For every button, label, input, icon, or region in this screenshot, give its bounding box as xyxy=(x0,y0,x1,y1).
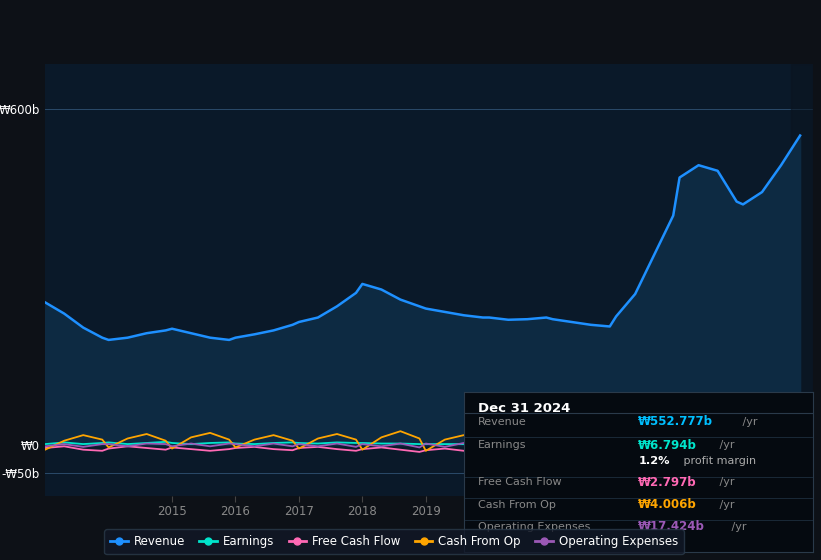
Text: ₩2.797b: ₩2.797b xyxy=(639,475,697,489)
Text: ₩17.424b: ₩17.424b xyxy=(639,520,705,533)
Text: Earnings: Earnings xyxy=(478,441,526,450)
Text: Revenue: Revenue xyxy=(478,417,526,427)
Text: Dec 31 2024: Dec 31 2024 xyxy=(478,402,571,414)
Text: ₩6.794b: ₩6.794b xyxy=(639,439,697,452)
Text: /yr: /yr xyxy=(739,417,757,427)
Text: /yr: /yr xyxy=(717,500,735,510)
Text: Operating Expenses: Operating Expenses xyxy=(478,522,590,532)
Text: 1.2%: 1.2% xyxy=(639,456,670,466)
Text: profit margin: profit margin xyxy=(680,456,756,466)
Legend: Revenue, Earnings, Free Cash Flow, Cash From Op, Operating Expenses: Revenue, Earnings, Free Cash Flow, Cash … xyxy=(104,529,684,554)
Text: /yr: /yr xyxy=(717,441,735,450)
Text: /yr: /yr xyxy=(727,522,746,532)
Bar xyxy=(791,64,813,496)
Text: /yr: /yr xyxy=(717,477,735,487)
Text: Free Cash Flow: Free Cash Flow xyxy=(478,477,562,487)
Text: ₩552.777b: ₩552.777b xyxy=(639,415,713,428)
Text: ₩4.006b: ₩4.006b xyxy=(639,498,697,511)
Text: Cash From Op: Cash From Op xyxy=(478,500,556,510)
